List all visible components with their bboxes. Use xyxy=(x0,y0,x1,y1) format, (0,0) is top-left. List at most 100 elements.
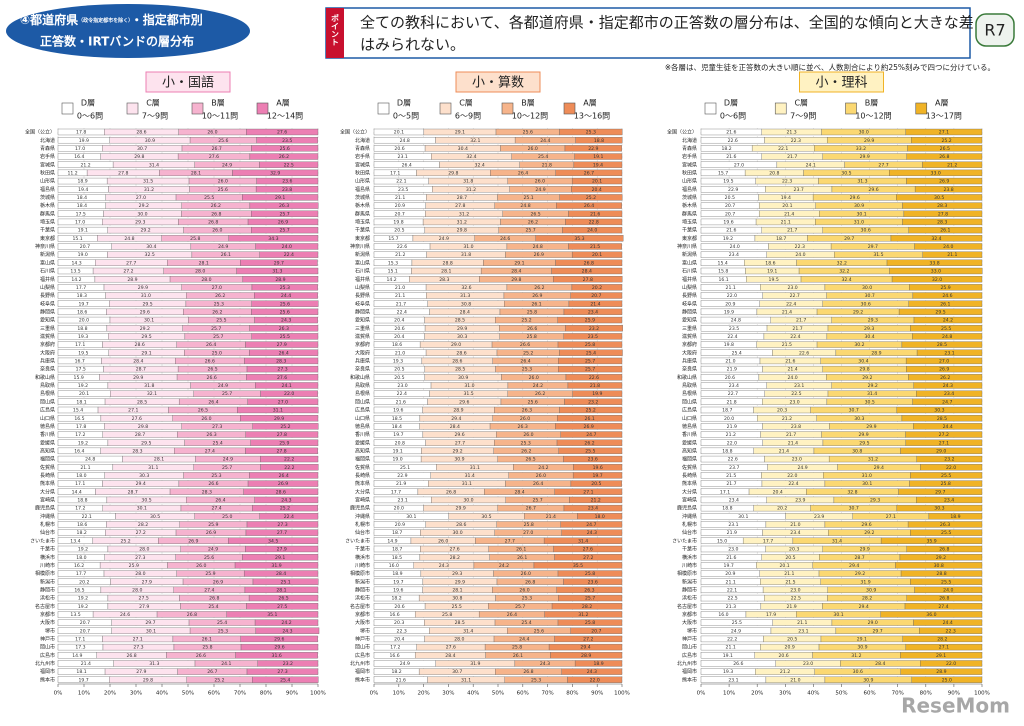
value-label: 21.0 xyxy=(790,522,800,528)
bar-segment xyxy=(234,562,319,569)
bar-segment xyxy=(544,611,623,618)
row-label: 秋田県 xyxy=(682,169,697,176)
value-label: 16.2 xyxy=(74,563,84,569)
value-label: 20.2 xyxy=(592,285,602,291)
value-label: 25.0 xyxy=(212,350,222,356)
value-label: 22.4 xyxy=(284,514,294,520)
value-label: 22.1 xyxy=(778,146,788,152)
x-tick-label: 30% xyxy=(442,691,454,697)
value-label: 27.1 xyxy=(886,514,896,520)
value-label: 17.1 xyxy=(390,170,400,176)
value-label: 19.0 xyxy=(78,252,88,258)
value-label: 29.4 xyxy=(451,416,461,422)
value-label: 20.5 xyxy=(394,375,404,381)
value-label: 26.0 xyxy=(520,416,530,422)
value-label: 30.9 xyxy=(145,138,155,144)
value-label: 23.4 xyxy=(944,498,954,504)
value-label: 26.7 xyxy=(207,669,217,675)
value-label: 25.8 xyxy=(512,645,522,651)
value-label: 27.3 xyxy=(133,645,143,651)
bar-segment xyxy=(559,406,623,414)
value-label: 28.2 xyxy=(138,522,148,528)
value-label: 29.9 xyxy=(138,285,148,291)
row-label: 高知県 xyxy=(355,447,370,454)
bar-segment xyxy=(896,406,983,414)
value-label: 26.4 xyxy=(507,612,517,618)
row-label: 神奈川県 xyxy=(677,243,697,250)
value-label: 19.4 xyxy=(781,195,791,201)
value-label: 16.7 xyxy=(75,359,85,365)
value-label: 22.6 xyxy=(589,375,599,381)
value-label: 22.4 xyxy=(790,334,800,340)
value-label: 26.2 xyxy=(940,375,950,381)
value-label: 25.7 xyxy=(222,465,232,471)
bar-segment xyxy=(565,374,623,381)
bar-segment xyxy=(551,267,623,275)
row-label: 岡山県 xyxy=(355,398,370,405)
row-label: 大阪府 xyxy=(682,349,697,356)
value-label: 28.0 xyxy=(195,269,205,275)
value-label: 25.5 xyxy=(216,318,226,324)
bar-segment xyxy=(568,243,622,250)
value-label: 17.3 xyxy=(75,645,85,651)
bar-segment xyxy=(550,652,623,659)
value-label: 27.1 xyxy=(939,130,949,136)
value-label: 25.6 xyxy=(534,628,544,634)
value-label: 22.6 xyxy=(728,138,738,144)
value-label: 26.3 xyxy=(206,432,216,438)
value-label: 19.5 xyxy=(723,179,733,185)
row-label: 大分県 xyxy=(355,488,370,495)
value-label: 22.7 xyxy=(790,293,800,299)
value-label: 18.7 xyxy=(776,236,786,242)
value-label: 25.8 xyxy=(527,334,537,340)
legend-name: B層 xyxy=(521,99,535,108)
value-label: 18.0 xyxy=(76,473,86,479)
legend-range: 10～12問 xyxy=(855,112,891,121)
value-label: 26.0 xyxy=(196,563,206,569)
value-label: 23.0 xyxy=(397,383,407,389)
bar-segment xyxy=(571,177,623,185)
value-label: 29.6 xyxy=(459,399,469,405)
value-label: 28.4 xyxy=(511,269,521,275)
value-label: 21.5 xyxy=(726,473,736,479)
legend-range: 13～17問 xyxy=(926,112,962,121)
value-label: 23.1 xyxy=(798,628,808,634)
value-label: 27.3 xyxy=(212,424,222,430)
x-tick-label: 10% xyxy=(723,691,735,697)
value-label: 15.9 xyxy=(74,375,84,381)
value-label: 22.6 xyxy=(397,244,407,250)
value-label: 27.0 xyxy=(278,399,288,405)
value-label: 26.3 xyxy=(584,587,594,593)
bar-segment xyxy=(572,472,623,479)
value-label: 30.5 xyxy=(481,514,491,520)
row-label: 岡山市 xyxy=(40,644,55,651)
value-label: 18.0 xyxy=(595,514,605,520)
bar-segment xyxy=(558,365,623,373)
value-label: 27.8 xyxy=(277,432,287,438)
title-part: ・指定都市別 xyxy=(131,12,203,27)
value-label: 24.3 xyxy=(439,563,449,569)
row-label: 大阪市 xyxy=(682,619,697,626)
row-label: 仙台市 xyxy=(355,529,370,536)
bar-segment xyxy=(243,488,319,495)
row-label: 香川県 xyxy=(355,431,370,438)
value-label: 26.8 xyxy=(939,547,949,553)
value-label: 20.7 xyxy=(80,620,90,626)
value-label: 28.1 xyxy=(276,587,286,593)
row-label: 滋賀県 xyxy=(682,333,697,340)
value-label: 21.6 xyxy=(785,359,795,365)
value-label: 25.7 xyxy=(211,326,221,332)
bar-segment xyxy=(910,578,983,585)
value-label: 21.6 xyxy=(590,211,600,217)
value-label: 29.7 xyxy=(145,620,155,626)
value-label: 23.4 xyxy=(588,309,598,315)
value-label: 30.1 xyxy=(144,318,154,324)
bar-segment xyxy=(563,578,623,585)
value-label: 21.6 xyxy=(726,154,736,160)
x-tick-label: 70% xyxy=(541,691,553,697)
subject-box xyxy=(455,71,541,93)
value-label: 26.1 xyxy=(940,301,950,307)
value-label: 31.9 xyxy=(860,579,870,585)
value-label: 17.2 xyxy=(75,506,85,512)
bar-segment xyxy=(254,619,319,626)
